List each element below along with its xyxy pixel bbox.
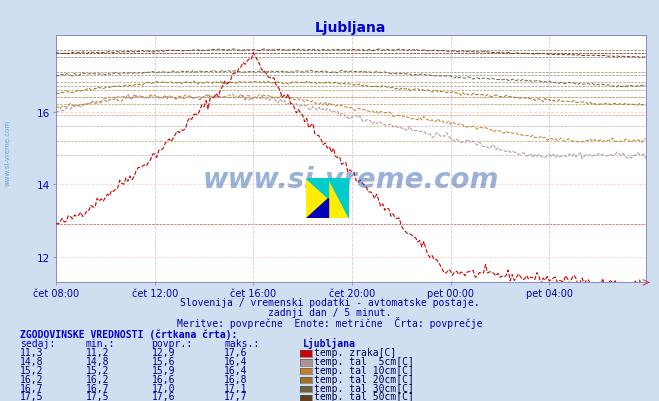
Text: 16,4: 16,4 bbox=[224, 356, 248, 366]
Text: povpr.:: povpr.: bbox=[152, 338, 192, 348]
Text: 16,7: 16,7 bbox=[86, 383, 109, 393]
Text: 16,7: 16,7 bbox=[20, 383, 43, 393]
Text: 17,0: 17,0 bbox=[152, 383, 175, 393]
Text: 11,2: 11,2 bbox=[86, 347, 109, 357]
Text: www.si-vreme.com: www.si-vreme.com bbox=[203, 165, 499, 193]
Text: temp. zraka[C]: temp. zraka[C] bbox=[314, 347, 396, 357]
Text: 15,2: 15,2 bbox=[86, 365, 109, 375]
Text: Slovenija / vremenski podatki - avtomatske postaje.: Slovenija / vremenski podatki - avtomats… bbox=[180, 297, 479, 307]
Text: 15,9: 15,9 bbox=[152, 365, 175, 375]
Title: Ljubljana: Ljubljana bbox=[315, 21, 387, 35]
Text: sedaj:: sedaj: bbox=[20, 338, 55, 348]
Text: 16,2: 16,2 bbox=[20, 374, 43, 384]
Text: 12,9: 12,9 bbox=[152, 347, 175, 357]
Text: temp. tal  5cm[C]: temp. tal 5cm[C] bbox=[314, 356, 414, 366]
Text: zadnji dan / 5 minut.: zadnji dan / 5 minut. bbox=[268, 308, 391, 318]
Text: 17,6: 17,6 bbox=[152, 391, 175, 401]
Text: maks.:: maks.: bbox=[224, 338, 259, 348]
Text: 17,7: 17,7 bbox=[224, 391, 248, 401]
Text: 17,1: 17,1 bbox=[224, 383, 248, 393]
Polygon shape bbox=[306, 178, 328, 198]
Text: 16,4: 16,4 bbox=[224, 365, 248, 375]
Text: 14,8: 14,8 bbox=[86, 356, 109, 366]
Text: temp. tal 10cm[C]: temp. tal 10cm[C] bbox=[314, 365, 414, 375]
Text: 16,2: 16,2 bbox=[86, 374, 109, 384]
Text: 15,6: 15,6 bbox=[152, 356, 175, 366]
Polygon shape bbox=[328, 178, 349, 219]
Text: Ljubljana: Ljubljana bbox=[303, 338, 356, 348]
Text: 17,5: 17,5 bbox=[20, 391, 43, 401]
Text: 11,3: 11,3 bbox=[20, 347, 43, 357]
Text: 15,2: 15,2 bbox=[20, 365, 43, 375]
Text: 16,8: 16,8 bbox=[224, 374, 248, 384]
Text: 17,6: 17,6 bbox=[224, 347, 248, 357]
Text: www.si-vreme.com: www.si-vreme.com bbox=[5, 119, 11, 185]
Text: 14,8: 14,8 bbox=[20, 356, 43, 366]
Polygon shape bbox=[306, 198, 328, 219]
Text: 16,6: 16,6 bbox=[152, 374, 175, 384]
Text: temp. tal 50cm[C]: temp. tal 50cm[C] bbox=[314, 391, 414, 401]
Text: ZGODOVINSKE VREDNOSTI (črtkana črta):: ZGODOVINSKE VREDNOSTI (črtkana črta): bbox=[20, 329, 237, 340]
Text: temp. tal 20cm[C]: temp. tal 20cm[C] bbox=[314, 374, 414, 384]
Text: Meritve: povprečne  Enote: metrične  Črta: povprečje: Meritve: povprečne Enote: metrične Črta:… bbox=[177, 316, 482, 328]
Text: temp. tal 30cm[C]: temp. tal 30cm[C] bbox=[314, 383, 414, 393]
Text: min.:: min.: bbox=[86, 338, 115, 348]
Text: 17,5: 17,5 bbox=[86, 391, 109, 401]
